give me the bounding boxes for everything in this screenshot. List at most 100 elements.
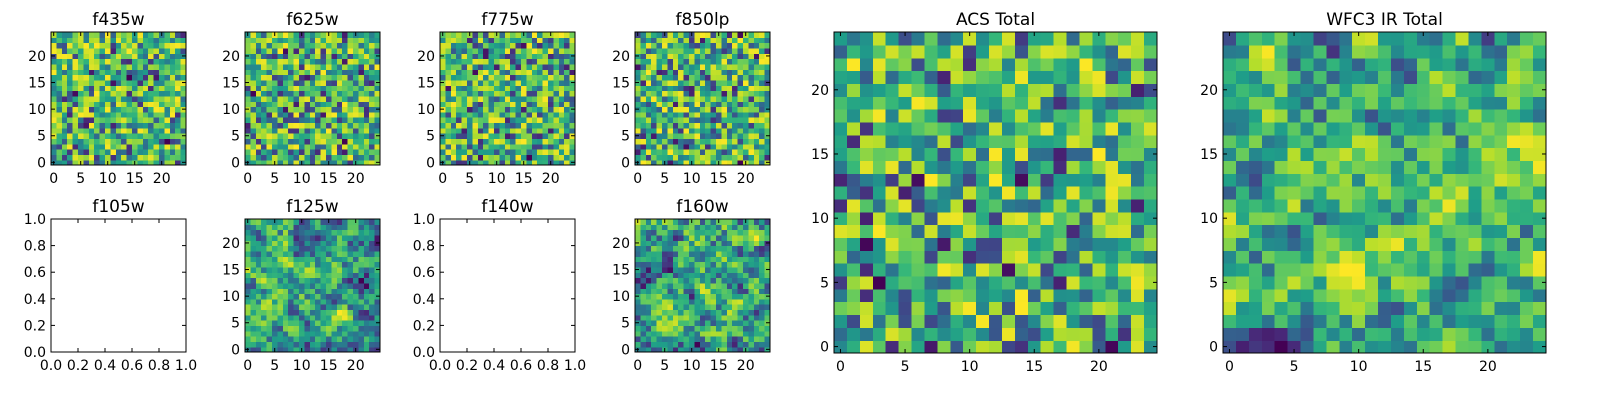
heatmap-cell	[924, 224, 938, 239]
heatmap-cell	[1520, 263, 1534, 277]
heatmap-cell	[450, 74, 457, 81]
heatmap-cell	[159, 106, 165, 113]
heatmap-cell	[56, 133, 63, 139]
heatmap-cell	[277, 122, 284, 129]
heatmap-cell	[309, 309, 316, 316]
heatmap-cell	[83, 127, 90, 134]
heatmap-cell	[132, 37, 138, 44]
heatmap-cell	[369, 320, 376, 326]
heatmap-cell	[309, 288, 316, 295]
heatmap-cell	[315, 133, 322, 139]
heatmap-cell	[331, 69, 338, 76]
heatmap-cell	[726, 336, 733, 342]
heatmap-cell	[499, 85, 506, 92]
heatmap-cell	[309, 154, 316, 161]
heatmap-cell	[293, 74, 300, 81]
heatmap-cell	[689, 250, 695, 257]
heatmap-cell	[315, 277, 322, 284]
heatmap-cell	[737, 304, 744, 311]
heatmap-cell	[472, 32, 479, 38]
heatmap-cell	[1040, 134, 1055, 149]
heatmap-cell	[261, 149, 268, 155]
heatmap-cell	[369, 224, 376, 231]
heatmap-cell	[326, 127, 332, 134]
heatmap-cell	[299, 288, 305, 295]
heatmap-cell	[976, 70, 990, 84]
heatmap-cell	[358, 143, 365, 150]
heatmap-cell	[531, 143, 538, 150]
heatmap-cell	[651, 117, 658, 124]
heatmap-cell	[347, 101, 354, 108]
heatmap-cell	[834, 237, 848, 251]
heatmap-cell	[656, 42, 663, 49]
heatmap-cell	[488, 133, 495, 139]
heatmap-cell	[510, 42, 517, 49]
heatmap-cell	[764, 272, 771, 279]
heatmap-cell	[115, 53, 122, 60]
heatmap-cell	[526, 154, 533, 161]
x-tick-label: 0	[438, 171, 447, 187]
heatmap-cell	[1131, 340, 1145, 354]
heatmap-cell	[320, 282, 327, 289]
heatmap-cell	[245, 224, 251, 231]
heatmap-cell	[342, 111, 349, 118]
heatmap-cell	[1223, 237, 1237, 251]
heatmap-cell	[88, 95, 95, 102]
heatmap-cell	[743, 261, 749, 268]
heatmap-cell	[67, 42, 74, 49]
heatmap-cell	[245, 309, 251, 316]
x-tick-label: 10	[683, 358, 701, 374]
heatmap-cell	[132, 154, 138, 161]
heatmap-cell	[477, 47, 484, 54]
heatmap-cell	[689, 282, 695, 289]
heatmap-cell	[678, 74, 685, 81]
heatmap-cell	[159, 143, 165, 150]
heatmap-cell	[261, 95, 268, 102]
heatmap-cell	[1105, 237, 1119, 251]
heatmap-cell	[531, 127, 538, 134]
heatmap-cell	[1494, 340, 1508, 354]
heatmap-cell	[1053, 314, 1068, 328]
heatmap-cell	[250, 58, 257, 65]
heatmap-cell	[126, 79, 133, 86]
heatmap-cell	[721, 256, 728, 263]
heatmap-cell	[331, 90, 338, 97]
heatmap-cell	[374, 250, 381, 257]
heatmap-cell	[374, 341, 381, 348]
heatmap-cell	[299, 293, 305, 300]
heatmap-cell	[450, 143, 457, 150]
heatmap-cell	[461, 154, 468, 161]
heatmap-cell	[456, 143, 463, 150]
heatmap-cell	[656, 106, 663, 113]
heatmap-cell	[1365, 198, 1379, 213]
heatmap-cell	[369, 138, 376, 145]
heatmap-cell	[309, 304, 316, 311]
heatmap-cell	[331, 261, 338, 268]
heatmap-cell	[369, 314, 376, 321]
heatmap-cell	[640, 309, 647, 316]
heatmap-cell	[753, 224, 760, 231]
heatmap-cell	[164, 69, 171, 76]
heatmap-cell	[645, 117, 652, 124]
heatmap-cell	[115, 85, 122, 92]
heatmap-cell	[635, 143, 641, 150]
heatmap-cell	[640, 314, 647, 321]
heatmap-cell	[1144, 224, 1158, 239]
heatmap-cell	[277, 53, 284, 60]
heatmap-cell	[326, 74, 332, 81]
heatmap-cell	[694, 309, 701, 316]
heatmap-cell	[872, 32, 887, 46]
heatmap-cell	[461, 69, 468, 76]
heatmap-cell	[1066, 340, 1081, 354]
heatmap-cell	[288, 117, 295, 124]
heatmap-cell	[255, 250, 262, 257]
heatmap-cell	[510, 106, 517, 113]
heatmap-cell	[662, 95, 668, 102]
heatmap-cell	[694, 143, 701, 150]
heatmap-cell	[126, 85, 133, 92]
heatmap-cell	[989, 83, 1003, 97]
heatmap-cell	[662, 154, 668, 161]
heatmap-cell	[640, 95, 647, 102]
